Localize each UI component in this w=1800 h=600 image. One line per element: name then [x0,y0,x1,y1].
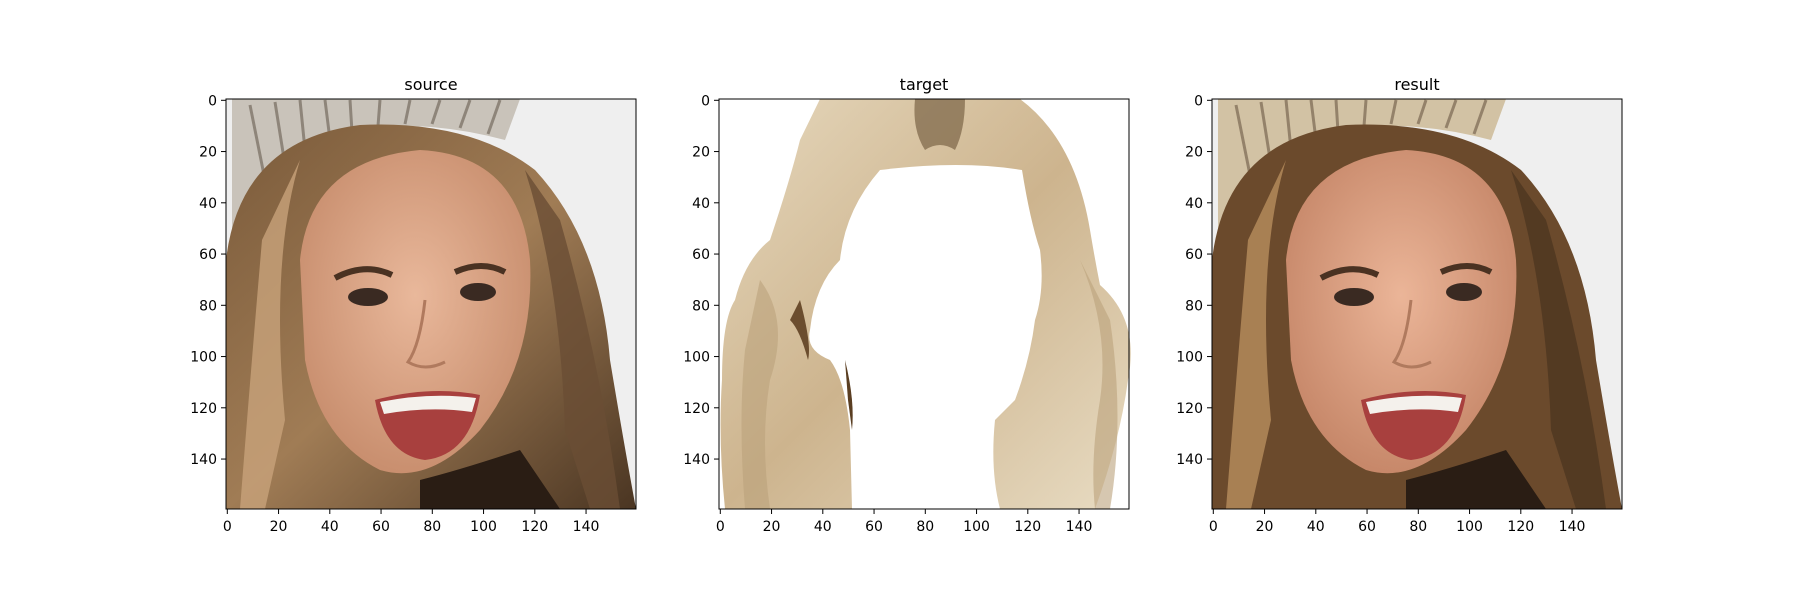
source-image [226,99,636,509]
y-tick-label: 20 [199,145,217,161]
x-tick-label: 120 [1014,519,1041,535]
axes-frame [225,98,637,510]
x-axis: 0 20 40 60 80 100 120 140 [716,509,1093,535]
x-tick-label: 40 [1307,519,1325,535]
y-tick-label: 20 [1185,145,1203,161]
y-tick-label: 40 [1185,196,1203,212]
x-tick-label: 60 [865,519,883,535]
x-axis: 0 20 40 60 80 100 120 140 [1209,509,1586,535]
panel-title: source [404,75,457,94]
x-tick-label: 0 [716,519,725,535]
result-image [1212,99,1622,509]
y-tick-label: 120 [683,401,710,417]
panel-source: source [190,75,637,535]
x-tick-label: 100 [470,519,497,535]
x-axis: 0 20 40 60 80 100 120 140 [223,509,600,535]
y-tick-label: 100 [683,350,710,366]
axes-frame [1211,98,1623,510]
y-tick-label: 80 [199,298,217,314]
y-tick-label: 0 [1194,93,1203,109]
x-tick-label: 80 [423,519,441,535]
y-tick-label: 20 [692,145,710,161]
y-tick-label: 140 [1176,452,1203,468]
x-tick-label: 60 [1358,519,1376,535]
y-tick-label: 0 [701,93,710,109]
x-tick-label: 120 [521,519,548,535]
x-tick-label: 80 [916,519,934,535]
y-tick-label: 100 [190,350,217,366]
x-tick-label: 100 [1456,519,1483,535]
y-tick-label: 40 [199,196,217,212]
y-tick-label: 80 [1185,298,1203,314]
axes-frame [718,98,1130,510]
x-tick-label: 40 [814,519,832,535]
x-tick-label: 0 [223,519,232,535]
panel-target: target 0 20 40 60 80 100 120 140 0 20 40 60 80 100 12… [683,75,1131,535]
x-tick-label: 80 [1409,519,1427,535]
y-tick-label: 140 [190,452,217,468]
y-tick-label: 100 [1176,350,1203,366]
y-tick-label: 120 [190,401,217,417]
x-tick-label: 0 [1209,519,1218,535]
x-tick-label: 120 [1507,519,1534,535]
y-tick-label: 60 [1185,247,1203,263]
x-tick-label: 20 [270,519,288,535]
x-tick-label: 100 [963,519,990,535]
y-tick-label: 120 [1176,401,1203,417]
x-tick-label: 60 [372,519,390,535]
x-tick-label: 20 [1256,519,1274,535]
y-tick-label: 140 [683,452,710,468]
panel-title: target [900,75,949,94]
y-tick-label: 0 [208,93,217,109]
y-tick-label: 80 [692,298,710,314]
x-tick-label: 40 [321,519,339,535]
y-tick-label: 40 [692,196,710,212]
y-axis: 0 20 40 60 80 100 120 140 [1176,93,1212,468]
y-axis: 0 20 40 60 80 100 120 140 [683,93,719,468]
x-tick-label: 140 [1066,519,1093,535]
y-axis: 0 20 40 60 80 100 120 140 [190,93,226,468]
x-tick-label: 140 [573,519,600,535]
target-image [719,99,1131,509]
x-tick-label: 20 [763,519,781,535]
panel-title: result [1394,75,1439,94]
y-tick-label: 60 [692,247,710,263]
x-tick-label: 140 [1559,519,1586,535]
y-tick-label: 60 [199,247,217,263]
